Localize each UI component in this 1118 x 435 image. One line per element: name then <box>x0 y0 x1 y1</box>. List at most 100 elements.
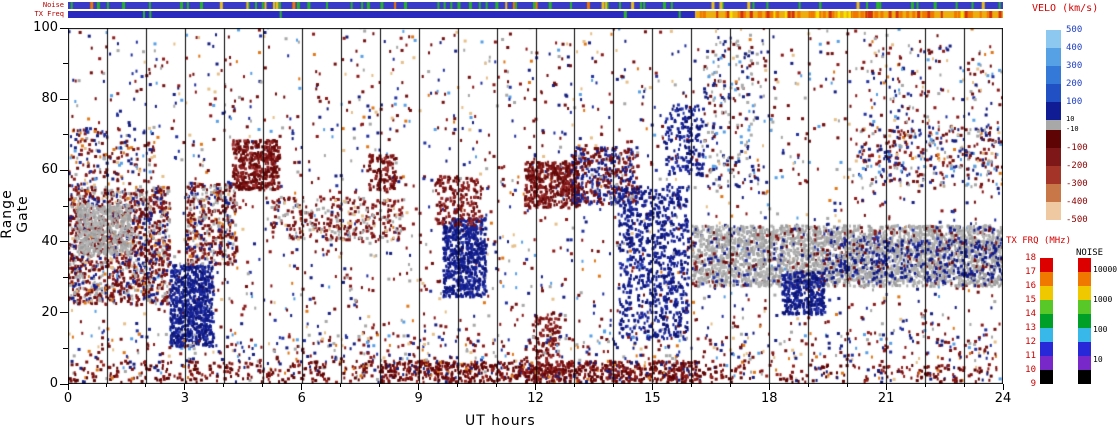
x-tick-label: 12 <box>527 391 544 406</box>
velocity-colorbar-segment <box>1046 130 1061 148</box>
txfrq-colorbar-label: 13 <box>1025 323 1036 333</box>
velocity-colorbar-label: 500 <box>1066 25 1083 35</box>
x-tick <box>612 384 614 387</box>
y-tick-label: 80 <box>41 91 58 107</box>
noise-colorbar-segment <box>1078 286 1091 300</box>
x-tick <box>145 384 147 387</box>
txfrq-colorbar-segment <box>1040 258 1053 272</box>
x-tick <box>262 384 264 387</box>
x-tick <box>924 384 926 387</box>
velocity-colorbar-segment <box>1046 66 1061 84</box>
x-tick <box>729 384 731 387</box>
y-tick <box>63 276 68 278</box>
plot-area <box>68 28 1003 384</box>
noise-strip-label: Noise <box>42 1 64 9</box>
noise-colorbar-segment <box>1078 300 1091 314</box>
txfrq-colorbar-label: 18 <box>1025 253 1036 263</box>
y-tick-label: 40 <box>41 233 58 249</box>
txfrq-colorbar-label: 17 <box>1025 267 1036 277</box>
x-tick <box>535 384 536 390</box>
velocity-colorbar-segment <box>1046 102 1061 120</box>
txfrq-colorbar-label: 10 <box>1025 365 1036 375</box>
x-tick <box>301 384 303 390</box>
y-tick-label: 20 <box>41 304 58 320</box>
y-tick <box>60 169 68 171</box>
noise-colorbar-title: NOISE <box>1076 248 1104 258</box>
y-tick-label: 0 <box>49 376 58 391</box>
txfrq-colorbar-segment <box>1040 328 1053 342</box>
noise-strip <box>68 2 1003 9</box>
txfrq-colorbar-title: TX FRQ (MHz) <box>1006 236 1072 246</box>
x-tick <box>885 384 887 390</box>
txfrq-colorbar-segment <box>1040 286 1053 300</box>
velocity-colorbar-segment <box>1046 166 1061 184</box>
velocity-colorbar-segment <box>1046 120 1061 130</box>
x-tick <box>106 384 108 387</box>
noise-colorbar-segment <box>1078 272 1091 286</box>
noise-colorbar-label: 1000 <box>1093 295 1113 304</box>
x-tick <box>496 384 498 387</box>
y-tick-label: 100 <box>33 20 58 35</box>
txfrq-colorbar <box>1040 258 1053 384</box>
x-tick <box>184 384 186 390</box>
velocity-colorbar-segment <box>1046 48 1061 66</box>
y-tick <box>60 98 68 100</box>
y-tick <box>63 205 68 207</box>
y-tick-label: 60 <box>41 162 58 178</box>
noise-colorbar-segment <box>1078 370 1091 384</box>
velocity-colorbar-segment <box>1046 30 1061 48</box>
x-tick-label: 9 <box>414 391 423 406</box>
y-tick <box>60 241 68 243</box>
x-tick-label: 21 <box>877 391 895 406</box>
x-tick <box>1002 384 1004 390</box>
velocity-colorbar-label: -300 <box>1066 179 1088 189</box>
noise-colorbar-segment <box>1078 314 1091 328</box>
x-tick <box>963 384 965 387</box>
x-tick-label: 3 <box>180 391 190 406</box>
x-tick <box>379 384 381 387</box>
velocity-colorbar-segment <box>1046 202 1061 220</box>
y-tick <box>63 134 68 136</box>
x-tick-label: 18 <box>760 391 778 406</box>
txfrq-colorbar-segment <box>1040 370 1053 384</box>
txfreq-strip-label: TX Freq <box>34 10 64 18</box>
x-tick <box>418 384 420 390</box>
txfrq-colorbar-label: 12 <box>1025 337 1036 347</box>
velocity-colorbar-label: 10 <box>1066 115 1075 123</box>
txfrq-colorbar-label: 9 <box>1030 379 1036 389</box>
noise-colorbar <box>1078 258 1091 384</box>
txfrq-colorbar-segment <box>1040 356 1053 370</box>
velocity-colorbar-title: VELO (km/s) <box>1032 3 1099 14</box>
y-tick <box>60 27 68 29</box>
x-axis-title: UT hours <box>465 413 536 429</box>
y-tick <box>63 63 68 65</box>
velocity-colorbar-label: -10 <box>1066 125 1079 133</box>
velocity-colorbar-label: -100 <box>1066 143 1088 153</box>
x-tick-label: 6 <box>297 391 306 406</box>
txfrq-colorbar-segment <box>1040 342 1053 356</box>
noise-colorbar-label: 10 <box>1093 355 1103 364</box>
velocity-colorbar-label: 200 <box>1066 79 1083 89</box>
x-tick <box>457 384 459 387</box>
x-tick <box>223 384 225 387</box>
noise-colorbar-segment <box>1078 342 1091 356</box>
noise-colorbar-segment <box>1078 356 1091 370</box>
velocity-colorbar-label: -200 <box>1066 161 1088 171</box>
y-tick <box>60 383 68 385</box>
x-tick <box>690 384 692 387</box>
txfrq-colorbar-label: 16 <box>1025 281 1036 291</box>
velocity-colorbar <box>1046 30 1061 220</box>
x-tick <box>67 384 69 390</box>
velocity-colorbar-label: -400 <box>1066 197 1088 207</box>
velocity-colorbar-segment <box>1046 148 1061 166</box>
velocity-colorbar-label: 100 <box>1066 97 1083 107</box>
x-tick <box>846 384 848 387</box>
noise-colorbar-label: 100 <box>1093 325 1108 334</box>
x-tick <box>573 384 575 387</box>
y-tick <box>60 312 68 314</box>
txfrq-colorbar-label: 11 <box>1025 351 1036 361</box>
velocity-colorbar-label: -500 <box>1066 215 1088 225</box>
txfrq-colorbar-segment <box>1040 314 1053 328</box>
noise-colorbar-segment <box>1078 258 1091 272</box>
